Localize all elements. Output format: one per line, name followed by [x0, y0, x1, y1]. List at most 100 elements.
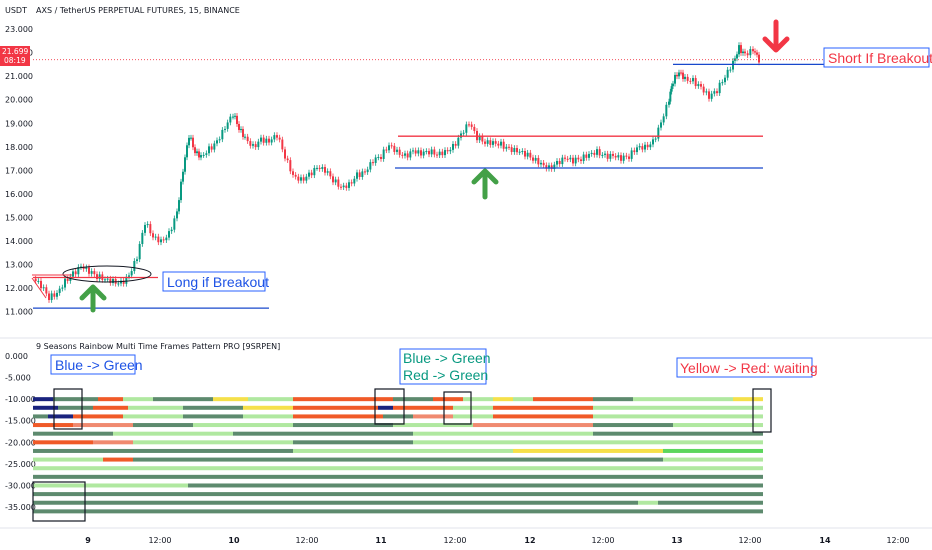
indicator-tick-label: -10.000 [5, 395, 36, 404]
indicator-segment [33, 500, 638, 505]
candle-body [470, 124, 473, 127]
candle-body [310, 172, 313, 176]
candle-body [224, 128, 226, 130]
breakout-ellipse [62, 265, 152, 283]
candle-body [585, 154, 588, 158]
candle-body [106, 278, 109, 280]
indicator-segment [748, 397, 763, 402]
candle-body [430, 149, 433, 155]
indicator-segment [33, 457, 103, 462]
candle-body [229, 116, 232, 123]
indicator-segment [93, 440, 133, 445]
candle-body [641, 146, 644, 150]
candle-body [436, 154, 438, 156]
candle-body [412, 150, 414, 152]
candle-body [404, 153, 406, 156]
indicator-segment [243, 414, 293, 419]
candle-body [337, 179, 340, 187]
candle-body [182, 171, 184, 182]
candle-body [186, 145, 188, 158]
candle-body [390, 145, 393, 147]
candle-body [216, 140, 218, 144]
candle-body [542, 162, 545, 166]
indicator-segment [113, 431, 233, 436]
indicator-title[interactable]: 9 Seasons Rainbow Multi Time Frames Patt… [36, 342, 280, 351]
indicator-segment [533, 397, 593, 402]
candle-body [316, 167, 318, 169]
candle-body [708, 91, 710, 99]
candle-body [342, 185, 345, 188]
candle-body [484, 141, 486, 144]
candle-body [596, 149, 598, 155]
candle-body [234, 115, 236, 117]
price-pane: 23.00022.00021.00020.00019.00018.00017.0… [5, 25, 932, 317]
price-tick-label: 21.000 [5, 72, 33, 81]
indicator-tick-label: -20.000 [5, 438, 36, 447]
triangle-line [31, 274, 72, 299]
candle-body [754, 51, 756, 53]
indicator-segment [593, 405, 633, 410]
candle-body [112, 279, 114, 283]
candle-body [742, 51, 744, 54]
up-arrow-icon [471, 168, 499, 200]
candle-body [738, 45, 740, 55]
symbol-title[interactable]: AXS / TetherUS PERPETUAL FUTURES, 15, BI… [36, 6, 240, 15]
price-tick-label: 17.000 [5, 166, 33, 175]
candle-body [401, 154, 404, 156]
candle-body [729, 69, 732, 71]
indicator-segment [48, 414, 73, 419]
candle-body [441, 151, 444, 156]
candle-body [254, 144, 257, 148]
indicator-segment [378, 405, 393, 410]
candle-body [321, 167, 324, 170]
indicator-segment [413, 440, 593, 445]
candle-body [694, 78, 697, 87]
time-axis[interactable]: 9 12:00 10 12:00 11 12:00 12 12:00 13 12:00 14 12:0… [0, 527, 932, 545]
candle-body [702, 86, 705, 93]
indicator-segment [638, 500, 658, 505]
indicator-segment [103, 457, 133, 462]
indicator-segment [323, 397, 393, 402]
candle-body [746, 53, 749, 56]
time-tick-label: 14 [819, 536, 831, 545]
candle-body [564, 157, 566, 159]
candle-body [350, 182, 353, 184]
indicator-segment [633, 397, 733, 402]
highlight-box [374, 388, 405, 425]
price-series [34, 42, 760, 303]
candle-body [752, 49, 754, 52]
indicator-rows [33, 397, 763, 514]
yellow-red-annotation[interactable]: Yellow -> Red: waiting [676, 357, 818, 378]
candle-body [74, 271, 77, 275]
candle-body [718, 82, 721, 94]
price-y-axis: 23.00022.00021.00020.00019.00018.00017.0… [5, 25, 33, 317]
candle-body [454, 143, 457, 146]
candle-body [382, 149, 385, 159]
indicator-segment [133, 440, 293, 445]
long-annotation[interactable]: Long if Breakout [162, 271, 269, 292]
indicator-segment [123, 397, 153, 402]
candle-body [42, 287, 45, 289]
indicator-segment [593, 397, 633, 402]
candle-body [198, 151, 200, 158]
candle-body [654, 138, 657, 140]
short-annotation[interactable]: Short If Breakout [823, 47, 932, 68]
candle-body [372, 162, 374, 164]
blue-green-annotation[interactable]: Blue -> Green [50, 354, 143, 375]
candle-body [756, 52, 758, 55]
candle-body [353, 178, 356, 184]
indicator-segment [733, 397, 748, 402]
candle-body [334, 179, 337, 183]
candle-body [526, 152, 529, 157]
indicator-segment [188, 483, 763, 488]
indicator-pane: 0.000 -5.000 -10.000 -15.000 -20.000 -25.000 -… [5, 352, 763, 514]
blue-red-green-annotation[interactable]: Blue -> Green Red -> Green [399, 348, 491, 385]
candle-body [200, 155, 202, 158]
candle-body [66, 278, 69, 281]
candle-body [226, 122, 229, 129]
candle-body [705, 91, 708, 93]
candle-body [96, 274, 98, 280]
candle-body [141, 232, 144, 244]
candle-body [732, 60, 734, 70]
candle-body [660, 122, 662, 128]
